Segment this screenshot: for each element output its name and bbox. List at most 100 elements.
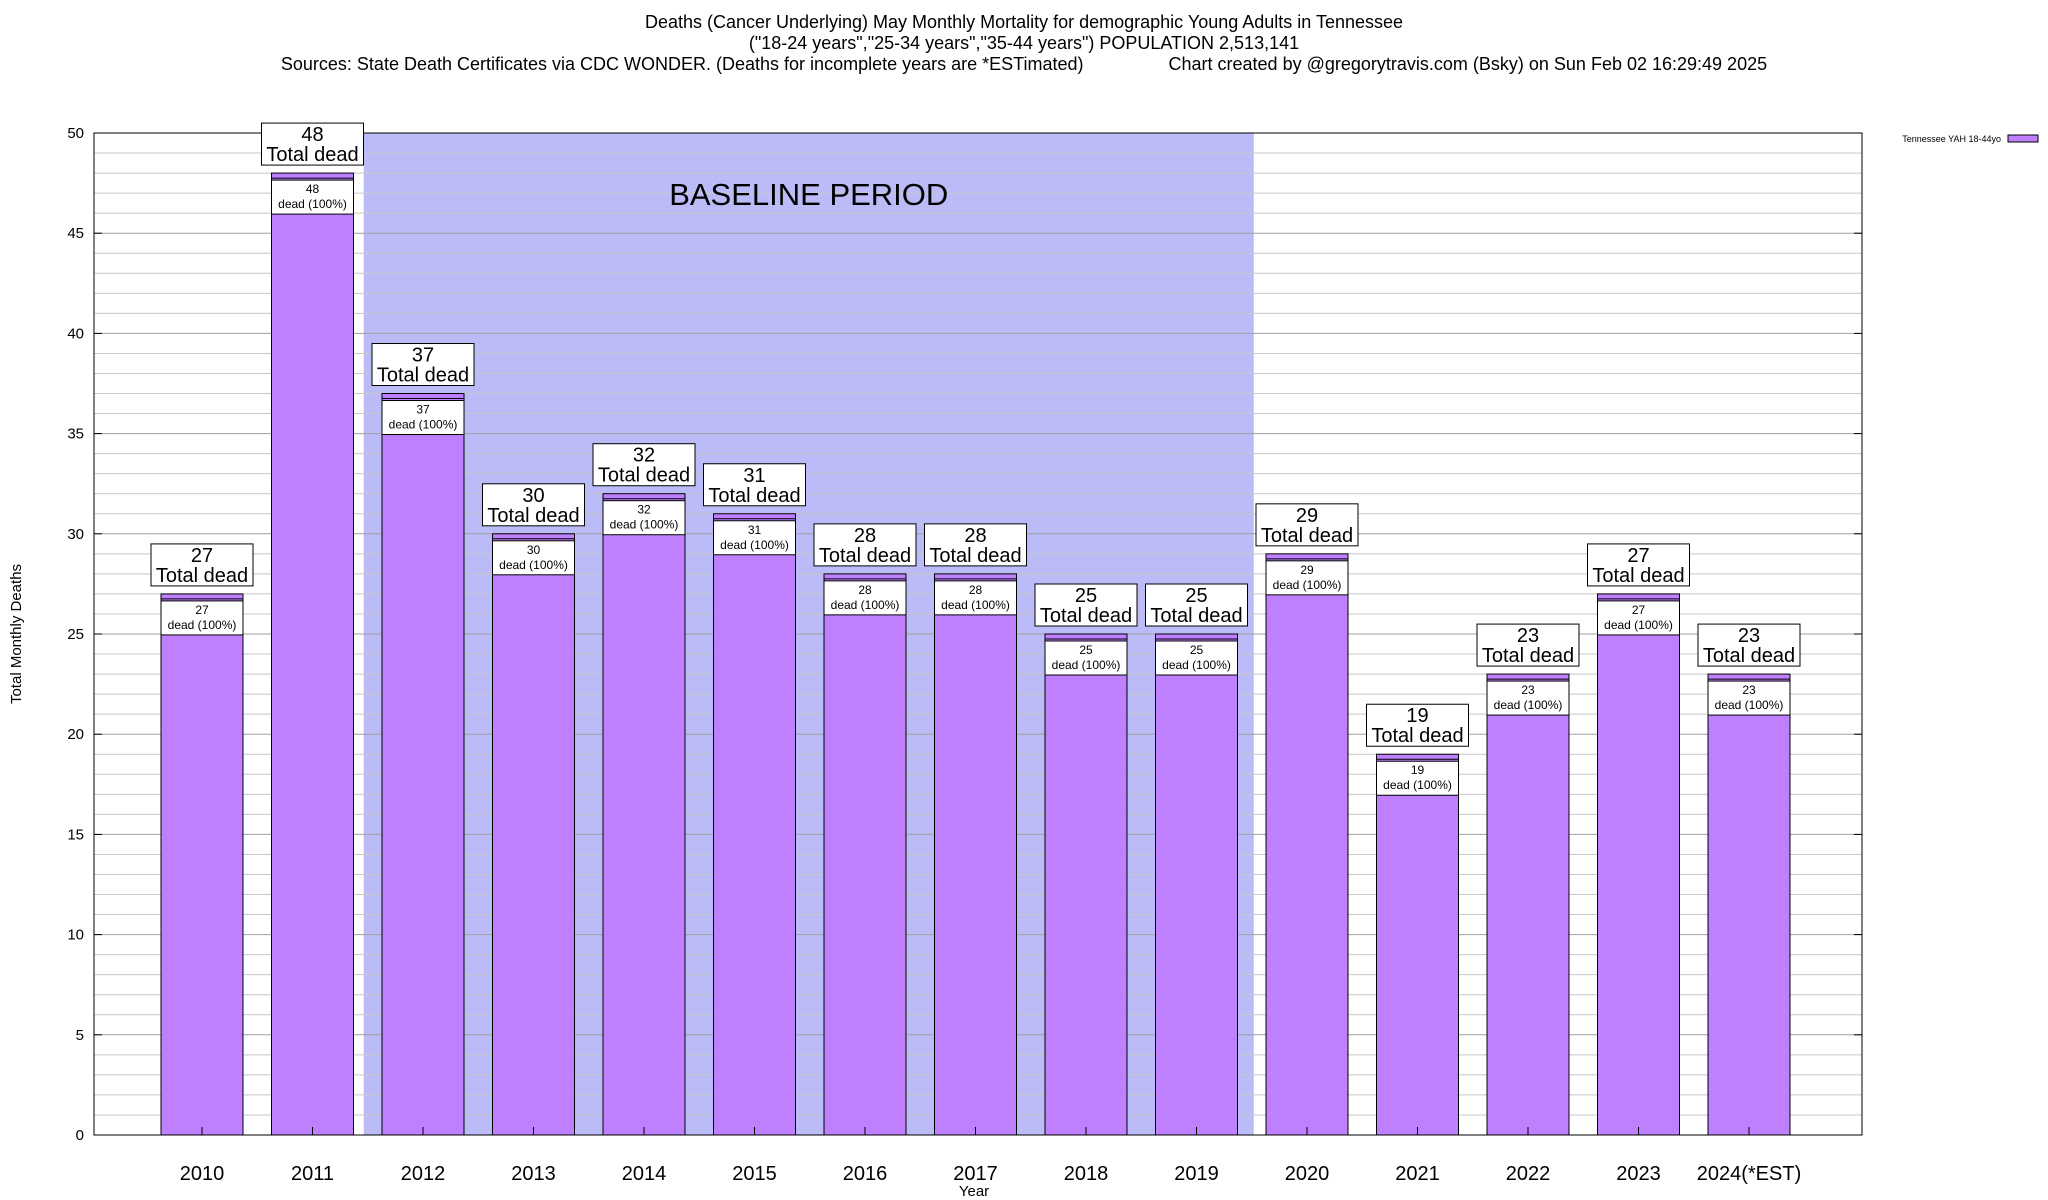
y-tick-label: 15 bbox=[67, 826, 84, 843]
bar-top-label-box bbox=[482, 483, 585, 527]
x-tick-label: 2015 bbox=[732, 1163, 777, 1185]
bar-top-value: 28 bbox=[964, 525, 986, 547]
bar-top-label: Total dead bbox=[156, 565, 248, 587]
bar bbox=[1486, 673, 1570, 1136]
bar-inner-value: 28 bbox=[858, 583, 872, 597]
x-tick-label: 2016 bbox=[843, 1163, 888, 1185]
bar-inner-label: dead (100%) bbox=[831, 598, 900, 612]
bar-top-value: 28 bbox=[854, 525, 876, 547]
baseline-period-label: BASELINE PERIOD bbox=[669, 177, 948, 212]
bar-inner-value: 23 bbox=[1742, 683, 1756, 697]
x-tick-label: 2024(*EST) bbox=[1697, 1163, 1802, 1185]
bar-top-value: 27 bbox=[191, 545, 213, 567]
x-axis-label: Year bbox=[959, 1183, 989, 1200]
bar-top-label-box bbox=[924, 523, 1027, 567]
bar-inner-value: 29 bbox=[1300, 563, 1314, 577]
bar bbox=[381, 393, 465, 1136]
bar-inner-label-box bbox=[160, 600, 244, 636]
x-tick-label: 2020 bbox=[1285, 1163, 1330, 1185]
bar bbox=[1376, 753, 1459, 1136]
x-tick-label: 2022 bbox=[1506, 1163, 1551, 1185]
y-tick-label: 20 bbox=[67, 726, 84, 743]
bar-top-label-box bbox=[1476, 623, 1580, 667]
bar bbox=[1597, 593, 1680, 1136]
bar-inner-value: 30 bbox=[527, 543, 541, 557]
bar-inner-label-box bbox=[823, 580, 907, 616]
bar-top-label: Total dead bbox=[1150, 605, 1242, 627]
bar-inner-label: dead (100%) bbox=[499, 558, 568, 572]
bar-inner-value: 28 bbox=[969, 583, 983, 597]
bar-inner-label-box bbox=[271, 179, 354, 215]
bar-inner-label-box bbox=[602, 500, 686, 536]
chart-title: Deaths (Cancer Underlying) May Monthly M… bbox=[644, 12, 1404, 32]
bar bbox=[602, 493, 686, 1136]
bar-inner-value: 48 bbox=[306, 182, 320, 196]
bar-inner-label-box bbox=[1044, 640, 1128, 676]
bar-inner-value: 25 bbox=[1079, 643, 1093, 657]
bar-top-value: 32 bbox=[633, 445, 655, 467]
bar bbox=[1155, 633, 1238, 1136]
bar-inner-value: 32 bbox=[637, 503, 651, 517]
bar-top-label: Total dead bbox=[819, 545, 911, 567]
bar-top-value: 23 bbox=[1738, 625, 1760, 647]
bar-inner-label-box bbox=[381, 400, 465, 436]
bar-top-label-box bbox=[1255, 503, 1359, 547]
bar-top-label: Total dead bbox=[1703, 645, 1795, 667]
bar-inner-label-box bbox=[1155, 640, 1238, 676]
bar-top-label: Total dead bbox=[708, 485, 800, 507]
bar-top-value: 29 bbox=[1296, 505, 1318, 527]
bar-inner-value: 23 bbox=[1521, 683, 1535, 697]
y-tick-label: 5 bbox=[76, 1027, 84, 1044]
bar-inner-label-box bbox=[492, 540, 575, 576]
bar-inner-label: dead (100%) bbox=[1494, 698, 1563, 712]
bar-top-value: 25 bbox=[1075, 585, 1097, 607]
bar bbox=[1044, 633, 1128, 1136]
x-tick-label: 2014 bbox=[622, 1163, 667, 1185]
bar-inner-label: dead (100%) bbox=[1383, 778, 1452, 792]
bar-inner-label-box bbox=[1597, 600, 1680, 636]
bar-top-label-box bbox=[1145, 583, 1248, 627]
y-tick-label: 10 bbox=[67, 927, 84, 944]
x-tick-label: 2010 bbox=[180, 1163, 225, 1185]
bar-top-label-box bbox=[1034, 583, 1138, 627]
x-tick-label: 2023 bbox=[1616, 1163, 1661, 1185]
bar-inner-label-box bbox=[934, 580, 1017, 616]
bar-inner-label: dead (100%) bbox=[1273, 578, 1342, 592]
bar-top-label-box bbox=[813, 523, 917, 567]
bar-inner-label: dead (100%) bbox=[720, 538, 789, 552]
x-tick-label: 2021 bbox=[1395, 1163, 1440, 1185]
x-tick-label: 2019 bbox=[1174, 1163, 1219, 1185]
x-tick-label: 2013 bbox=[511, 1163, 556, 1185]
bar-inner-value: 31 bbox=[748, 523, 762, 537]
bar bbox=[160, 593, 244, 1136]
bar-top-label: Total dead bbox=[1261, 525, 1353, 547]
bar-inner-label-box bbox=[713, 520, 796, 556]
bar-top-label: Total dead bbox=[1371, 725, 1463, 747]
legend-label: Tennessee YAH 18-44yo bbox=[1902, 134, 2001, 144]
legend-swatch bbox=[2007, 134, 2039, 143]
bar-top-value: 30 bbox=[522, 485, 544, 507]
bar bbox=[1707, 673, 1791, 1136]
bar-top-value: 23 bbox=[1517, 625, 1539, 647]
bar-top-value: 19 bbox=[1406, 705, 1428, 727]
chart-subtitle-sources: Sources: State Death Certificates via CD… bbox=[280, 54, 1768, 74]
bar-inner-label: dead (100%) bbox=[1715, 698, 1784, 712]
bar-inner-value: 27 bbox=[195, 603, 209, 617]
bar-inner-value: 27 bbox=[1632, 603, 1646, 617]
y-tick-label: 30 bbox=[67, 526, 84, 543]
bar bbox=[492, 533, 575, 1136]
bar-top-label-box bbox=[703, 463, 806, 507]
bar-top-label-box bbox=[150, 543, 254, 587]
bar-top-label: Total dead bbox=[266, 144, 358, 166]
bar-inner-label-box bbox=[1486, 680, 1570, 716]
bar-top-label: Total dead bbox=[377, 365, 469, 387]
bar-top-label-box bbox=[371, 343, 475, 387]
bar-top-value: 31 bbox=[743, 465, 765, 487]
bar-inner-label: dead (100%) bbox=[278, 197, 347, 211]
bar-inner-label: dead (100%) bbox=[941, 598, 1010, 612]
y-axis-label: Total Monthly Deaths bbox=[8, 564, 25, 704]
y-tick-label: 25 bbox=[67, 626, 84, 643]
bar-inner-label: dead (100%) bbox=[1052, 658, 1121, 672]
bar-top-label-box bbox=[1697, 623, 1801, 667]
